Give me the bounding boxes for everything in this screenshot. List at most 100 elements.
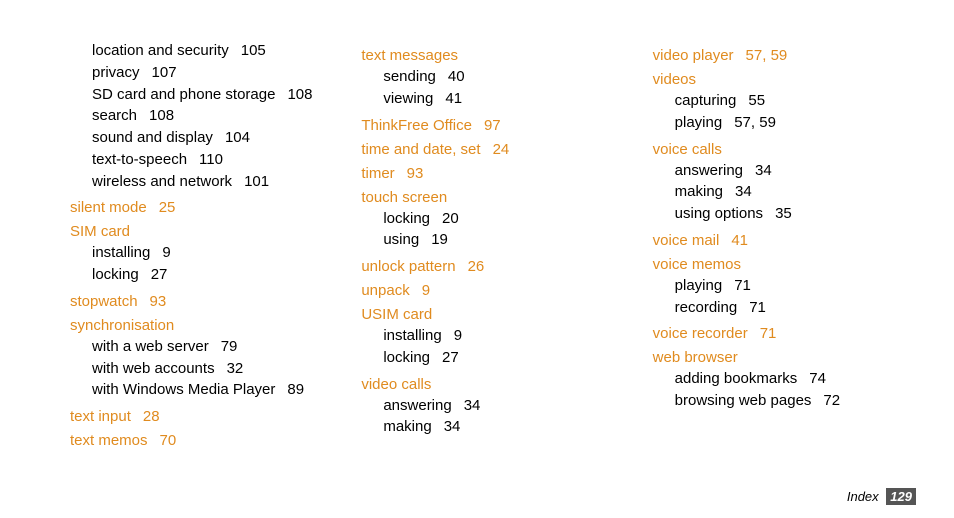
- entry-label: sending: [383, 68, 436, 85]
- index-subentry: privacy 107: [92, 62, 321, 84]
- index-subentry: playing71: [675, 275, 904, 297]
- index-heading: video calls: [361, 376, 612, 393]
- entry-page: 108: [287, 86, 312, 103]
- index-subentry: making 34: [383, 416, 612, 438]
- entry-page: 26: [468, 258, 485, 275]
- index-heading: voice mail41: [653, 232, 904, 249]
- entry-page: 74: [809, 370, 826, 387]
- entry-label: text messages: [361, 47, 458, 64]
- entry-label: playing: [675, 114, 723, 131]
- index-subentry: using options 35: [675, 203, 904, 225]
- entry-page: 107: [152, 64, 177, 81]
- index-subentry: answering34: [383, 395, 612, 417]
- entry-label: privacy: [92, 64, 140, 81]
- entry-page: 89: [287, 381, 304, 398]
- index-subentry: adding bookmarks 74: [675, 368, 904, 390]
- entry-label: sound and display: [92, 129, 213, 146]
- index-subentry: capturing 55: [675, 90, 904, 112]
- entry-page: 9: [162, 244, 170, 261]
- index-subentry: installing9: [92, 242, 321, 264]
- index-heading: video player 57, 59: [653, 47, 904, 64]
- entry-label: viewing: [383, 90, 433, 107]
- entry-label: stopwatch: [70, 293, 138, 310]
- index-subentry: location and security 105: [92, 40, 321, 62]
- index-subentry: answering34: [675, 160, 904, 182]
- entry-page: 70: [160, 432, 177, 449]
- entry-page: 28: [143, 408, 160, 425]
- index-heading: unlock pattern26: [361, 258, 612, 275]
- entry-label: locking: [92, 266, 139, 283]
- index-subentry: sending40: [383, 66, 612, 88]
- entry-label: with web accounts: [92, 360, 215, 377]
- entry-label: text memos: [70, 432, 148, 449]
- index-subentry: text-to-speech110: [92, 149, 321, 171]
- index-columns: location and security 105 privacy 107 SD car…: [70, 40, 904, 451]
- entry-page: 41: [731, 232, 748, 249]
- entry-label: video calls: [361, 376, 431, 393]
- index-subentry: browsing web pages72: [675, 390, 904, 412]
- entry-page: 105: [241, 42, 266, 59]
- entry-page: 104: [225, 129, 250, 146]
- entry-label: text input: [70, 408, 131, 425]
- entry-label: using options: [675, 205, 763, 222]
- entry-label: voice memos: [653, 256, 741, 273]
- entry-label: with a web server: [92, 338, 209, 355]
- entry-page: 57, 59: [734, 114, 776, 131]
- index-subentry: locking27: [92, 264, 321, 286]
- index-subentry: search108: [92, 105, 321, 127]
- entry-page: 93: [407, 165, 424, 182]
- index-column-2: text messagessending40viewing41ThinkFree…: [361, 40, 612, 451]
- entry-label: capturing: [675, 92, 737, 109]
- entry-page: 34: [464, 397, 481, 414]
- index-subentry: SD card and phone storage108: [92, 84, 321, 106]
- footer-label: Index: [847, 489, 879, 504]
- index-subentry: using19: [383, 229, 612, 251]
- entry-page: 110: [199, 151, 223, 168]
- entry-label: web browser: [653, 349, 738, 366]
- index-heading: synchronisation: [70, 317, 321, 334]
- entry-page: 34: [735, 183, 752, 200]
- entry-page: 93: [150, 293, 167, 310]
- entry-label: video player: [653, 47, 734, 64]
- entry-label: silent mode: [70, 199, 147, 216]
- index-column-3: video player 57, 59 videos capturing 55 playi…: [653, 40, 904, 451]
- entry-page: 55: [748, 92, 765, 109]
- index-heading: text input 28: [70, 408, 321, 425]
- entry-page: 79: [221, 338, 238, 355]
- index-column-1: location and security 105 privacy 107 SD car…: [70, 40, 321, 451]
- entry-label: adding bookmarks: [675, 370, 798, 387]
- index-subentry: with Windows Media Player 89: [92, 379, 321, 401]
- entry-label: ThinkFree Office: [361, 117, 472, 134]
- entry-label: browsing web pages: [675, 392, 812, 409]
- entry-label: making: [675, 183, 723, 200]
- entry-page: 9: [422, 282, 430, 299]
- entry-label: locking: [383, 210, 430, 227]
- index-heading: text messages: [361, 47, 612, 64]
- index-subentry: locking27: [383, 347, 612, 369]
- index-heading: videos: [653, 71, 904, 88]
- entry-page: 9: [454, 327, 462, 344]
- entry-label: timer: [361, 165, 394, 182]
- entry-page: 101: [244, 173, 269, 190]
- entry-page: 34: [444, 418, 461, 435]
- index-subentry: recording71: [675, 297, 904, 319]
- entry-page: 57, 59: [746, 47, 788, 64]
- index-subentry: with web accounts32: [92, 358, 321, 380]
- entry-label: making: [383, 418, 431, 435]
- entry-label: voice calls: [653, 141, 722, 158]
- index-heading: silent mode25: [70, 199, 321, 216]
- entry-label: wireless and network: [92, 173, 232, 190]
- index-heading: voice memos: [653, 256, 904, 273]
- entry-label: voice recorder: [653, 325, 748, 342]
- entry-label: with Windows Media Player: [92, 381, 275, 398]
- entry-label: SIM card: [70, 223, 130, 240]
- entry-page: 71: [749, 299, 766, 316]
- entry-label: installing: [383, 327, 441, 344]
- index-subentry: with a web server 79: [92, 336, 321, 358]
- entry-label: location and security: [92, 42, 229, 59]
- entry-page: 35: [775, 205, 792, 222]
- index-heading: voice calls: [653, 141, 904, 158]
- entry-page: 27: [442, 349, 459, 366]
- index-heading: unpack 9: [361, 282, 612, 299]
- entry-label: unpack: [361, 282, 409, 299]
